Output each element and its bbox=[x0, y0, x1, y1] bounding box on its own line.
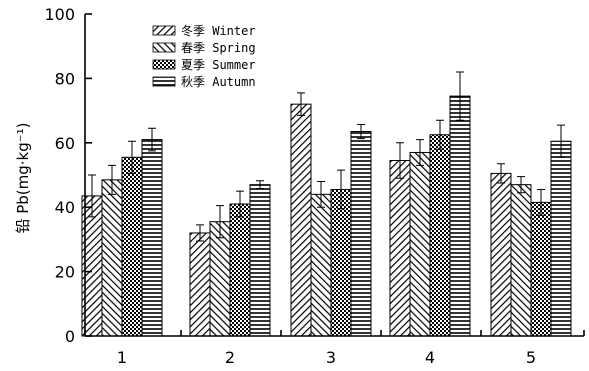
y-tick-label-0: 0 bbox=[65, 327, 75, 346]
error-bar-2-series-3 bbox=[236, 190, 244, 218]
error-bar-5-series-1 bbox=[497, 163, 505, 184]
bar-5-series-1 bbox=[490, 172, 512, 337]
bar-5-series-4 bbox=[550, 140, 572, 337]
legend-label-series-3: 夏季 Summer bbox=[181, 58, 256, 72]
bar-5-series-3 bbox=[530, 201, 552, 337]
error-bar-2-series-2 bbox=[216, 205, 224, 239]
bar-4-series-4 bbox=[449, 95, 471, 337]
legend-swatch-series-3 bbox=[152, 59, 176, 70]
bar-3-series-1 bbox=[290, 103, 312, 337]
legend-swatch-series-4 bbox=[152, 76, 176, 87]
legend-swatch-series-2 bbox=[152, 42, 176, 53]
bar-1-series-3 bbox=[121, 156, 143, 337]
error-bar-1-series-4 bbox=[148, 127, 156, 152]
y-tick-label-100: 100 bbox=[44, 5, 75, 24]
bar-3-series-3 bbox=[330, 188, 352, 337]
bar-1-series-4 bbox=[141, 139, 163, 337]
legend-label-series-1: 冬季 Winter bbox=[181, 23, 256, 38]
error-bar-3-series-4 bbox=[357, 123, 365, 140]
x-tick-label-2: 2 bbox=[225, 348, 235, 367]
y-tick-label-20: 20 bbox=[55, 263, 75, 282]
bar-5-series-2 bbox=[510, 184, 532, 337]
bar-1-series-2 bbox=[101, 179, 123, 337]
bar-2-series-2 bbox=[209, 221, 231, 337]
x-tick-label-1: 1 bbox=[117, 348, 127, 367]
legend-label-series-2: 春季 Spring bbox=[181, 41, 256, 55]
bar-4-series-3 bbox=[429, 134, 451, 337]
error-bar-1-series-2 bbox=[108, 164, 116, 195]
error-bar-2-series-4 bbox=[256, 180, 264, 190]
bar-4-series-1 bbox=[389, 160, 411, 337]
error-bar-5-series-2 bbox=[517, 176, 525, 194]
error-bar-3-series-3 bbox=[337, 169, 345, 210]
error-bar-1-series-1 bbox=[88, 174, 96, 218]
x-tick-label-5: 5 bbox=[526, 348, 536, 367]
legend-swatch-series-1 bbox=[152, 25, 176, 36]
bar-3-series-4 bbox=[350, 131, 372, 337]
error-bar-5-series-3 bbox=[537, 188, 545, 216]
error-bar-4-series-1 bbox=[396, 142, 404, 179]
error-bar-4-series-4 bbox=[456, 71, 464, 121]
error-bar-3-series-1 bbox=[297, 92, 305, 116]
x-tick-label-4: 4 bbox=[425, 348, 435, 367]
y-axis-label: 铅 Pb(mg·kg⁻¹) bbox=[14, 122, 32, 233]
bars-layer bbox=[81, 95, 572, 337]
y-axis-ticks: 0 20 40 60 80 100 bbox=[44, 5, 92, 346]
bar-2-series-4 bbox=[249, 184, 271, 337]
x-tick-label-3: 3 bbox=[326, 348, 336, 367]
legend: 冬季 Winter 春季 Spring 夏季 Summer 秋季 Autumn bbox=[152, 23, 256, 89]
error-bar-3-series-2 bbox=[317, 180, 325, 208]
error-bars-layer bbox=[88, 71, 565, 242]
x-axis-ticks: 1 2 3 4 5 bbox=[84, 330, 585, 367]
error-bar-5-series-4 bbox=[557, 124, 565, 158]
error-bar-1-series-3 bbox=[128, 140, 136, 174]
y-tick-label-40: 40 bbox=[55, 198, 75, 217]
y-tick-label-80: 80 bbox=[55, 69, 75, 88]
legend-label-series-4: 秋季 Autumn bbox=[181, 75, 256, 89]
y-tick-label-60: 60 bbox=[55, 134, 75, 153]
error-bar-2-series-1 bbox=[196, 224, 204, 242]
error-bar-4-series-2 bbox=[416, 139, 424, 166]
bar-2-series-3 bbox=[229, 203, 251, 337]
bar-4-series-2 bbox=[409, 151, 431, 337]
bar-3-series-2 bbox=[310, 193, 332, 337]
error-bar-4-series-3 bbox=[436, 119, 444, 150]
bar-2-series-1 bbox=[189, 232, 211, 337]
